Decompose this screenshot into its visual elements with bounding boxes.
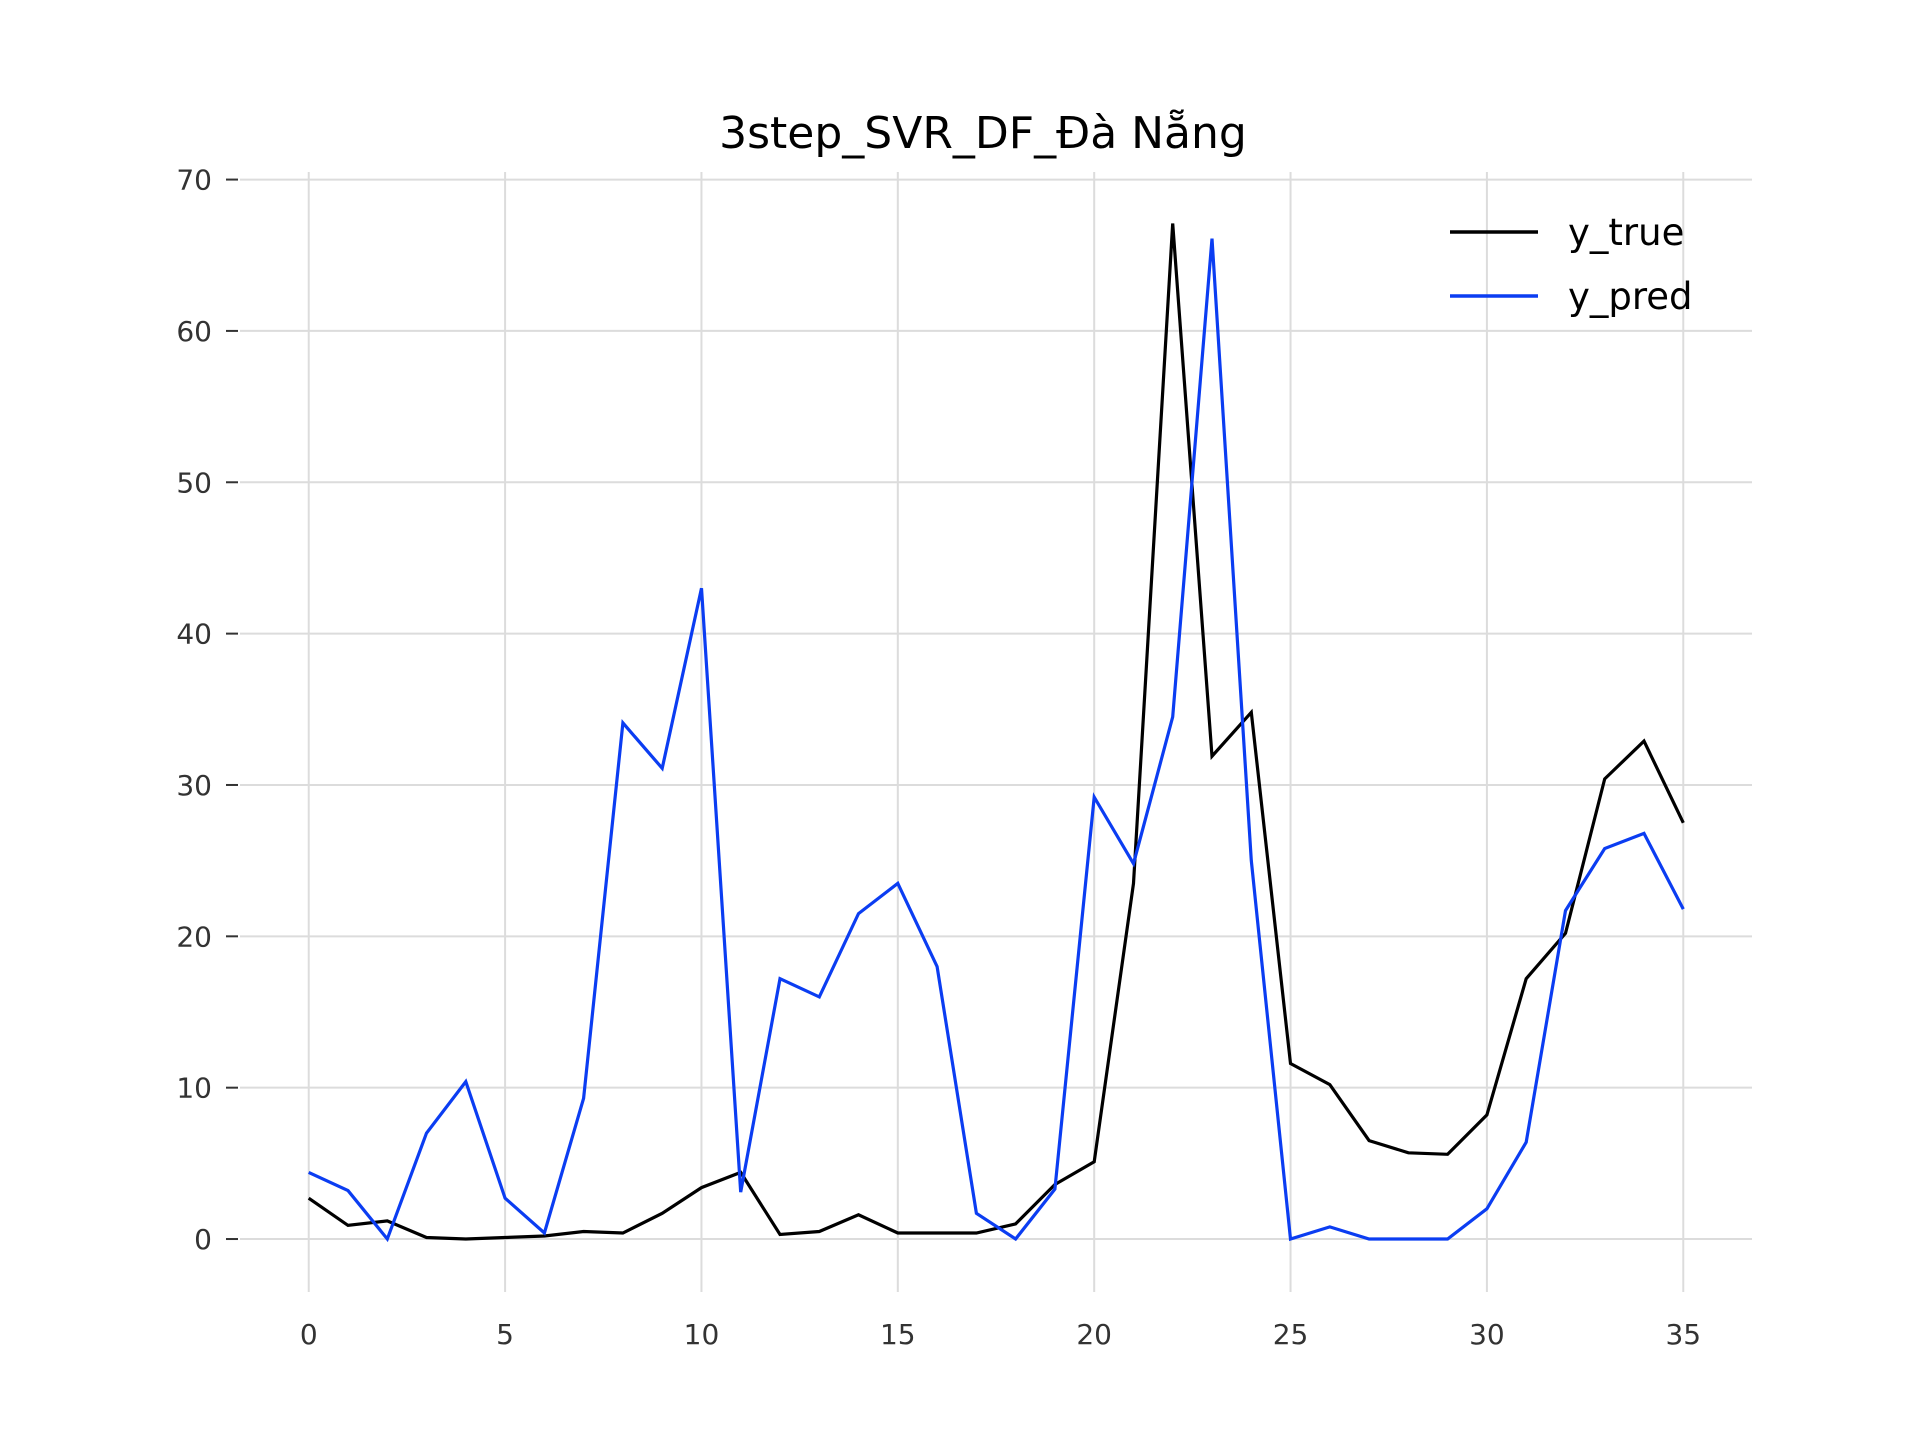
series-line-y-true	[307, 223, 1685, 1241]
x-tick-label: 35	[1665, 1318, 1701, 1351]
chart-title: 3step_SVR_DF_Đà Nẵng	[719, 108, 1247, 159]
x-tick-label: 15	[880, 1318, 916, 1351]
y-tick-label: 10	[176, 1072, 212, 1105]
series-line-y-pred	[308, 238, 1685, 1243]
y-tick-label: 30	[176, 769, 212, 802]
x-tick-label: 0	[300, 1318, 318, 1351]
x-tick-label: 5	[496, 1318, 514, 1351]
y-tick-label: 70	[176, 164, 212, 197]
grid	[240, 172, 1752, 1292]
legend-label: y_pred	[1568, 275, 1693, 318]
legend-label: y_true	[1568, 211, 1684, 254]
x-axis: 0 5 10 15 20 25 30 35	[300, 1318, 1701, 1351]
x-tick-label: 25	[1273, 1318, 1309, 1351]
x-tick-label: 10	[684, 1318, 720, 1351]
series-lines	[307, 223, 1685, 1243]
y-tick-label: 20	[176, 920, 212, 953]
x-tick-label: 30	[1469, 1318, 1505, 1351]
legend: y_true y_pred	[1450, 211, 1693, 318]
y-tick-label: 60	[176, 315, 212, 348]
y-tick-label: 40	[176, 618, 212, 651]
y-tick-label: 50	[176, 466, 212, 499]
y-axis: 0 10 20 30 40 50 60 70	[176, 164, 238, 1256]
x-tick-label: 20	[1076, 1318, 1112, 1351]
y-tick-label: 0	[194, 1223, 212, 1256]
